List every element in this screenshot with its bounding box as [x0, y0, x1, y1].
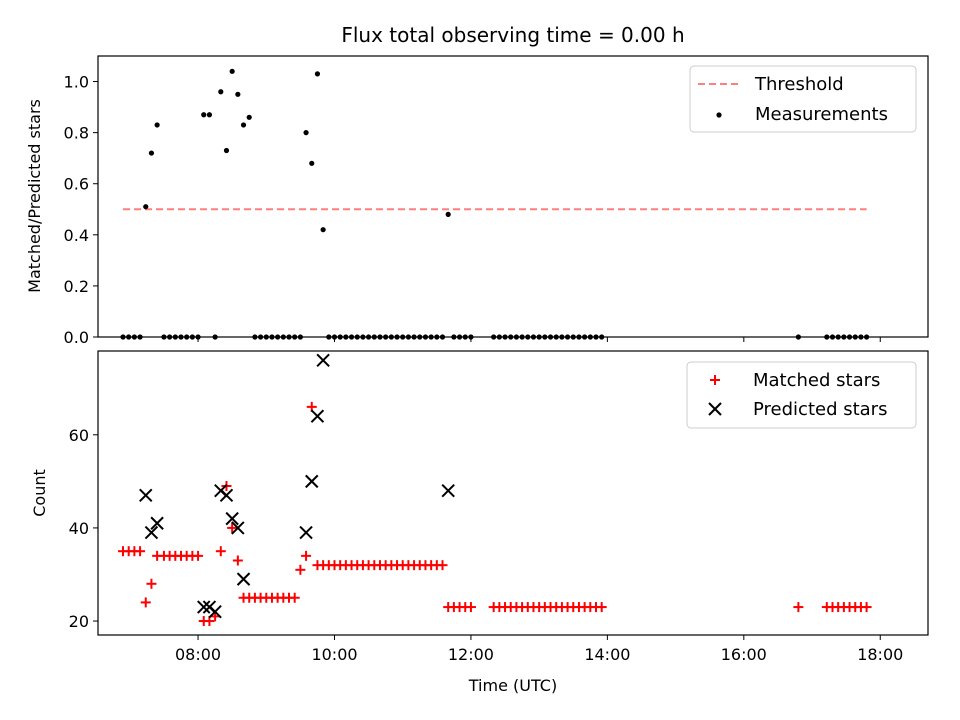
measurements-point — [148, 150, 155, 156]
predicted-stars-point — [208, 605, 222, 619]
matched-stars-legend-swatch — [710, 375, 720, 385]
y-tick-label: 0.8 — [64, 124, 89, 143]
top-legend-box — [689, 65, 917, 133]
measurements-legend-label: Measurements — [755, 104, 888, 125]
measurements-point — [223, 147, 230, 154]
matched-stars-point — [215, 546, 226, 557]
threshold-legend-label: Threshold — [754, 74, 844, 95]
bottom-plot-area — [118, 353, 872, 627]
bottom-y-axis-label: Count — [30, 469, 49, 517]
measurements-point — [303, 130, 309, 136]
bottom-legend-box — [686, 361, 917, 429]
matched-stars-point — [301, 550, 312, 561]
measurements-point — [240, 122, 247, 128]
predicted-stars-point — [310, 409, 325, 423]
predicted-stars-point — [219, 488, 234, 503]
chart-title: Flux total observing time = 0.00 h — [341, 23, 684, 47]
y-tick-label: 40 — [69, 519, 89, 538]
matched-stars-legend-label: Matched stars — [753, 370, 880, 391]
matched-stars-point — [135, 546, 146, 557]
matched-stars-point — [146, 578, 157, 589]
matched-stars-point — [861, 602, 872, 613]
x-tick-label: 12:00 — [448, 645, 494, 664]
measurements-point — [218, 89, 224, 95]
predicted-stars-point — [305, 474, 319, 489]
bottom-panel: 08:00 10:00 12:00 14:00 16:00 18:00 20 40 60 Cou… — [30, 350, 929, 695]
matched-stars-point — [295, 564, 306, 575]
top-y-axis-label: Matched/Predicted stars — [25, 99, 44, 293]
x-tick-label: 16:00 — [721, 645, 767, 664]
predicted-stars-point — [441, 483, 455, 498]
x-tick-label: 10:00 — [311, 645, 357, 664]
x-axis-label: Time (UTC) — [468, 676, 557, 695]
predicted-stars-point — [150, 516, 164, 530]
measurements-point — [229, 68, 235, 74]
measurements-point — [235, 91, 241, 97]
y-tick-label: 0.0 — [64, 328, 89, 347]
matched-stars-point — [289, 592, 300, 603]
measurements-point — [201, 112, 207, 118]
measurements-legend-swatch — [716, 112, 722, 118]
matched-stars-point — [596, 602, 607, 613]
bottom-legend: Matched stars Predicted stars — [686, 361, 917, 429]
measurements-point — [246, 114, 252, 120]
x-tick-label: 14:00 — [584, 645, 630, 664]
measurements-point — [445, 211, 451, 217]
y-tick-label: 60 — [69, 426, 89, 445]
matched-stars-point — [193, 550, 204, 561]
measurements-point — [320, 227, 326, 233]
top-legend: Threshold Measurements — [689, 65, 917, 133]
predicted-stars-point — [225, 511, 239, 526]
predicted-stars-point — [299, 525, 313, 540]
x-tick-label: 18:00 — [857, 645, 903, 664]
predicted-stars-point — [139, 488, 153, 503]
y-tick-label: 0.4 — [64, 226, 89, 245]
y-tick-label: 0.6 — [64, 175, 89, 194]
matched-stars-point — [140, 597, 151, 608]
top-panel: 0.0 0.2 0.4 0.6 0.8 1.0 Matched/Predicted sta… — [25, 55, 929, 347]
matched-stars-point — [437, 560, 448, 571]
predicted-stars-point — [236, 572, 251, 586]
predicted-stars-point — [144, 525, 159, 540]
bottom-axis-ticks: 08:00 10:00 12:00 14:00 16:00 18:00 20 40 60 — [69, 426, 904, 664]
matched-stars-point — [227, 522, 238, 533]
matched-stars-point — [465, 602, 476, 613]
measurements-point — [206, 112, 213, 118]
y-tick-label: 1.0 — [64, 73, 89, 92]
measurements-point — [143, 204, 149, 210]
y-tick-label: 0.2 — [64, 277, 89, 296]
matched-stars-point — [232, 555, 243, 566]
top-axis-ticks: 0.0 0.2 0.4 0.6 0.8 1.0 — [64, 73, 881, 347]
predicted-stars-point — [316, 353, 330, 368]
top-axes-frame — [97, 55, 929, 338]
matched-stars-point — [793, 602, 804, 613]
x-tick-label: 08:00 — [175, 645, 221, 664]
bottom-axes-frame — [97, 350, 929, 636]
measurements-point — [309, 160, 315, 166]
measurements-point — [154, 122, 160, 128]
predicted-stars-legend-swatch — [708, 402, 722, 416]
predicted-stars-point — [231, 521, 245, 535]
predicted-stars-point — [197, 600, 211, 614]
measurements-point — [314, 71, 321, 77]
predicted-stars-legend-label: Predicted stars — [753, 399, 887, 420]
y-tick-label: 20 — [69, 612, 89, 631]
